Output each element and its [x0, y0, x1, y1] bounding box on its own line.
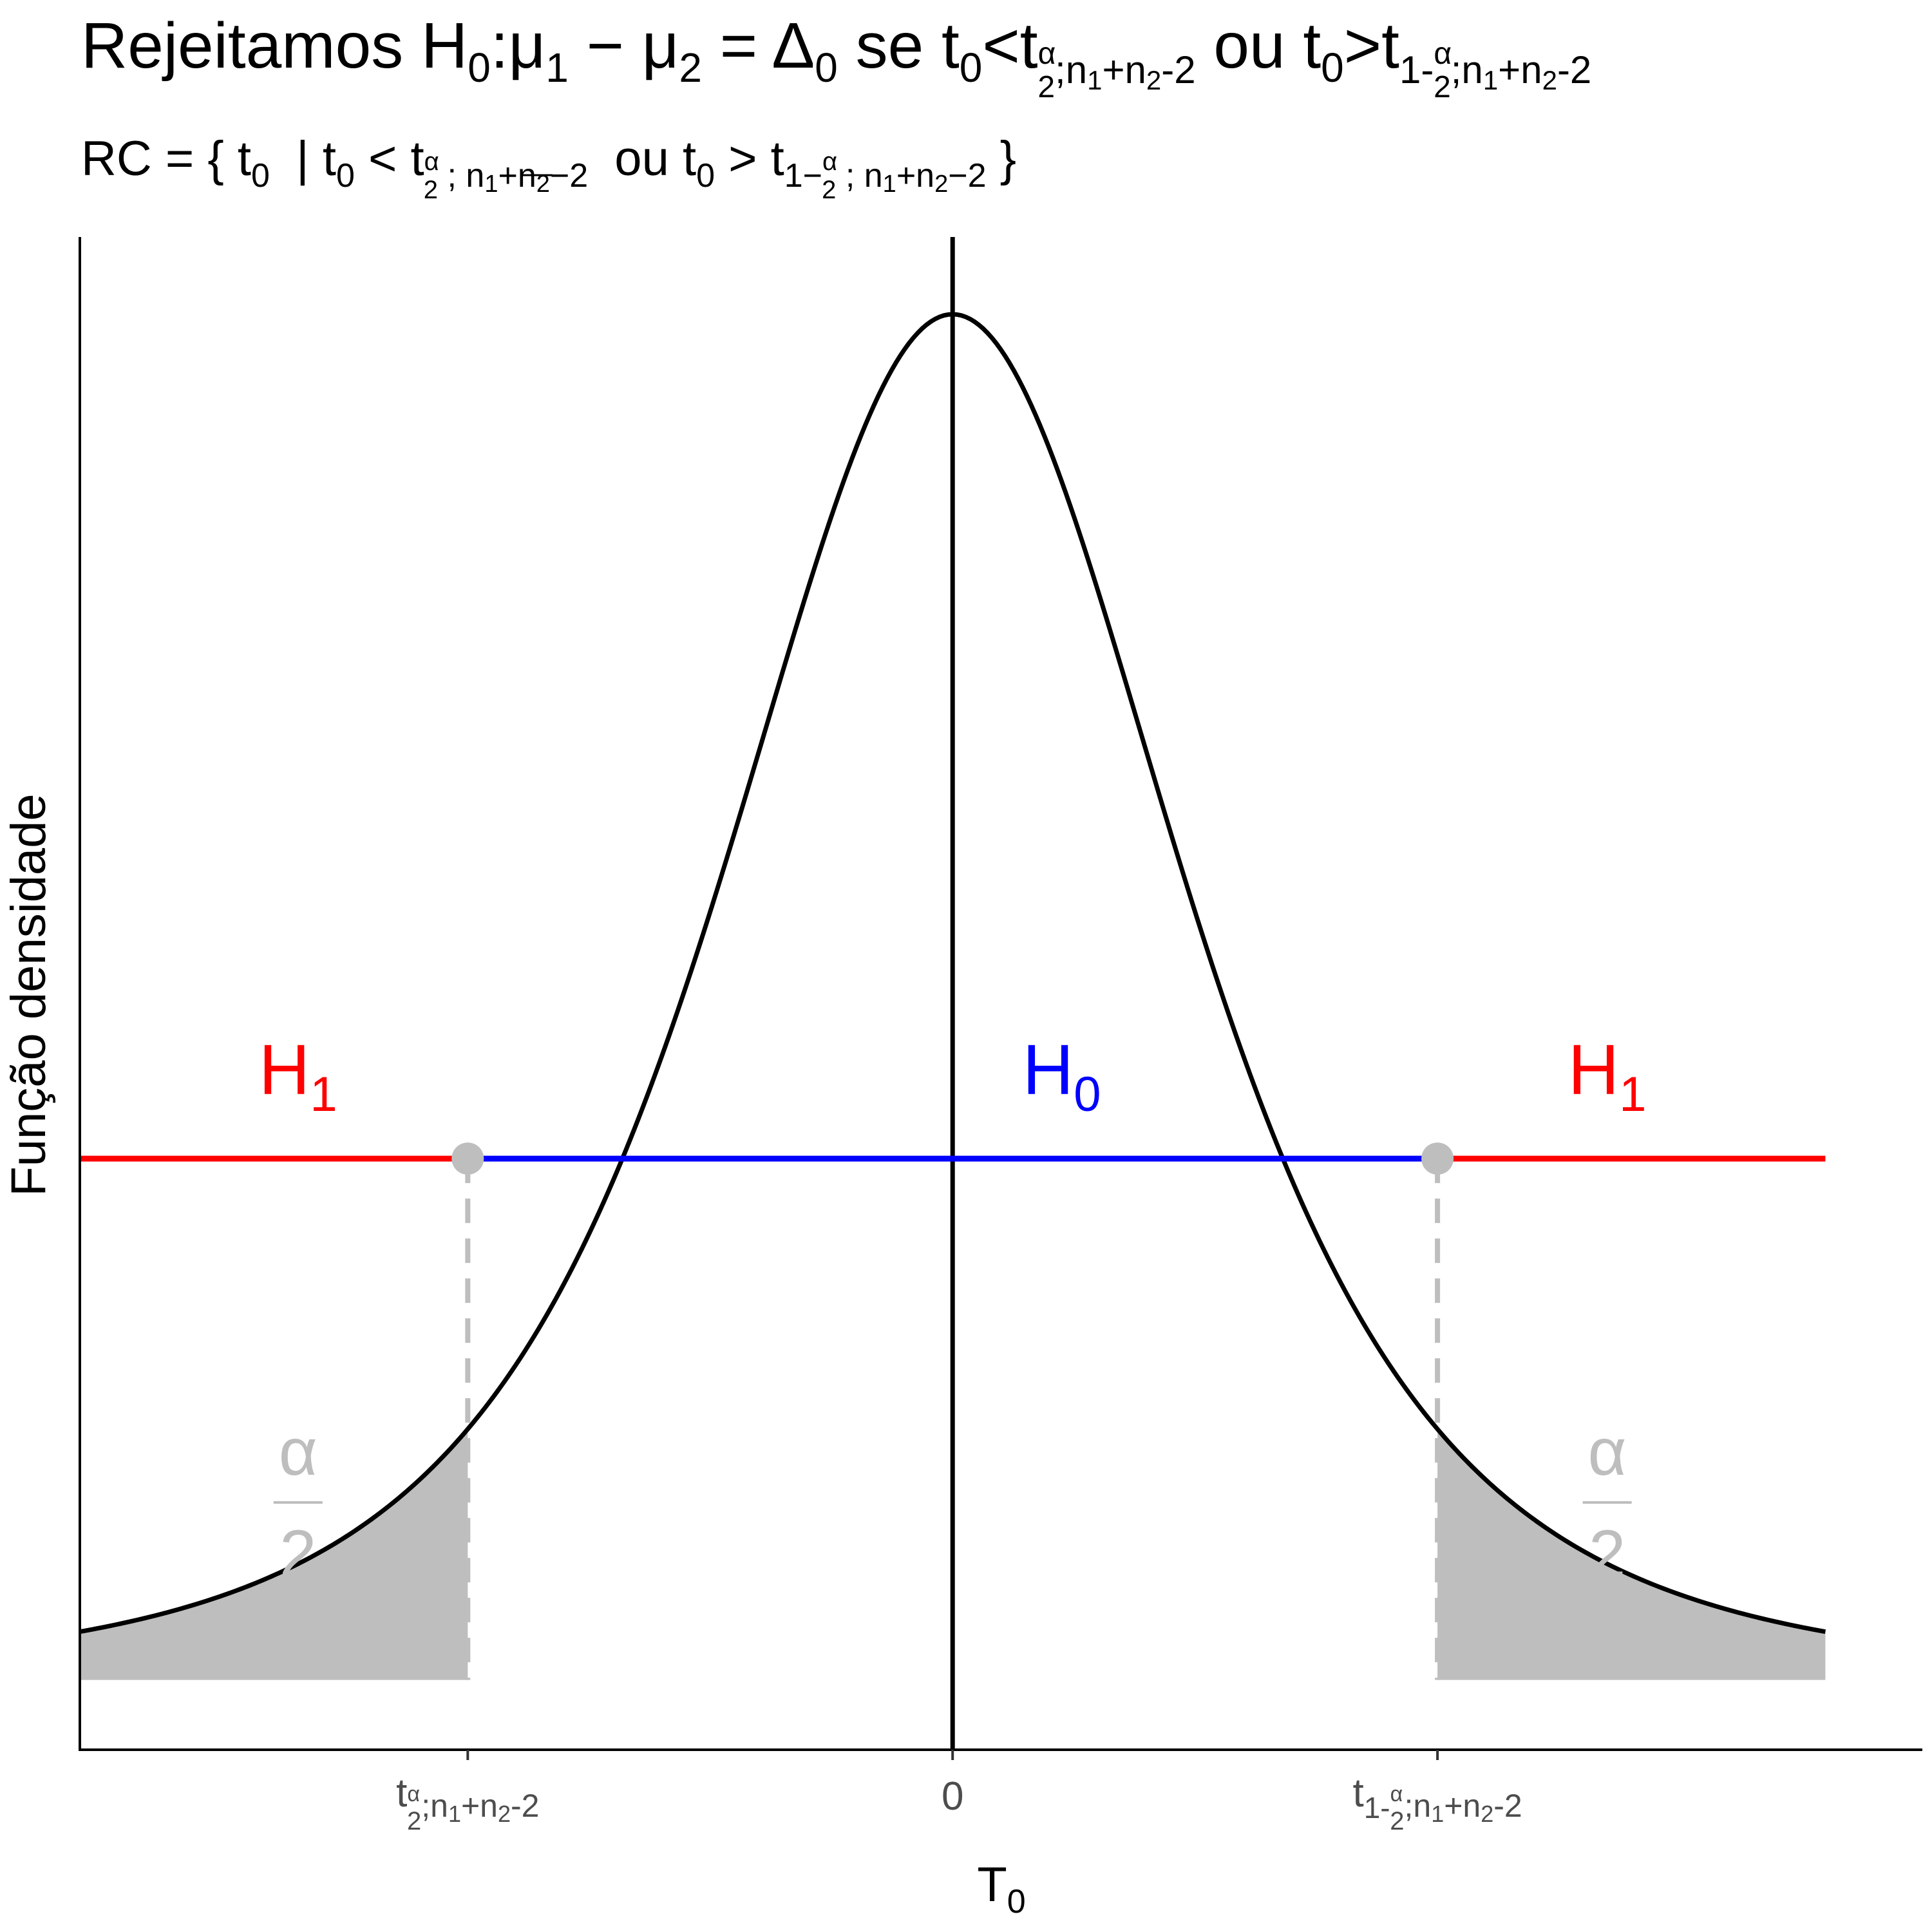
- tick-label-part: t: [1352, 1771, 1363, 1815]
- tick-label-part: α: [1390, 1782, 1403, 1806]
- tick-label-part: +n: [461, 1788, 498, 1824]
- region-label-0: H1: [259, 1030, 337, 1122]
- x-tick-label-1: 0: [942, 1774, 963, 1819]
- y-axis-title: Função densidade: [1, 793, 56, 1196]
- tail-alpha-numerator-1: α: [1588, 1415, 1627, 1490]
- region-label-main: H: [1568, 1030, 1619, 1110]
- chart-title: Rejeitamos H0:μ1 − μ2 = Δ0 se t0<tα 2;n1+…: [81, 10, 1591, 104]
- tail-alpha-denominator-0: 2: [279, 1517, 317, 1591]
- region-label-1: H0: [1023, 1030, 1101, 1122]
- region-label-sub: 1: [1619, 1067, 1646, 1122]
- tick-label-part: α: [407, 1782, 420, 1806]
- rejection-tail-areas: [80, 1429, 1826, 1680]
- tick-label-part: 2: [1481, 1801, 1493, 1827]
- tick-label-part: 2: [407, 1807, 421, 1835]
- tail-alpha-numerator-0: α: [279, 1415, 317, 1490]
- tick-label-part: +n: [1444, 1788, 1481, 1824]
- tick-label-part: 1: [448, 1801, 461, 1827]
- critical-point-1: [1421, 1142, 1454, 1175]
- tick-label-part: -2: [511, 1788, 539, 1824]
- x-axis-title: T0: [977, 1857, 1025, 1920]
- tail-alpha-denominator-1: 2: [1589, 1517, 1626, 1591]
- tick-label-part: ;n: [1405, 1788, 1432, 1824]
- x-tick-label-0: tα 2;n1+n2-2: [396, 1771, 539, 1835]
- left-tail-area: [80, 1429, 468, 1680]
- critical-point-0: [451, 1142, 484, 1175]
- region-label-sub: 0: [1074, 1067, 1101, 1122]
- region-label-2: H1: [1568, 1030, 1647, 1122]
- tick-label-part: -2: [1493, 1788, 1522, 1824]
- tick-label-part: 2: [1390, 1807, 1404, 1835]
- region-label-sub: 1: [310, 1067, 337, 1122]
- region-label-main: H: [1023, 1030, 1074, 1110]
- tick-label-part: 2: [498, 1801, 511, 1827]
- right-tail-area: [1437, 1429, 1826, 1680]
- critical-value-markers: [451, 1142, 1454, 1680]
- tick-label-part: 1: [1431, 1801, 1444, 1827]
- tick-label-part: ;n: [421, 1788, 448, 1824]
- tick-label-part: t: [396, 1771, 407, 1815]
- density-curve-layer: [79, 237, 1826, 1750]
- region-label-main: H: [259, 1030, 310, 1110]
- x-tick-label-2: t1-α 2;n1+n2-2: [1352, 1771, 1522, 1835]
- x-axis-ticks: tα 2;n1+n2-2 0 t1-α 2;n1+n2-2: [396, 1750, 1522, 1835]
- chart-subtitle: RC = { t0 | t0 < tα 2 ; n1+n2−2 ou t0 > t…: [81, 131, 1016, 204]
- tick-label-part: 1-: [1364, 1791, 1390, 1824]
